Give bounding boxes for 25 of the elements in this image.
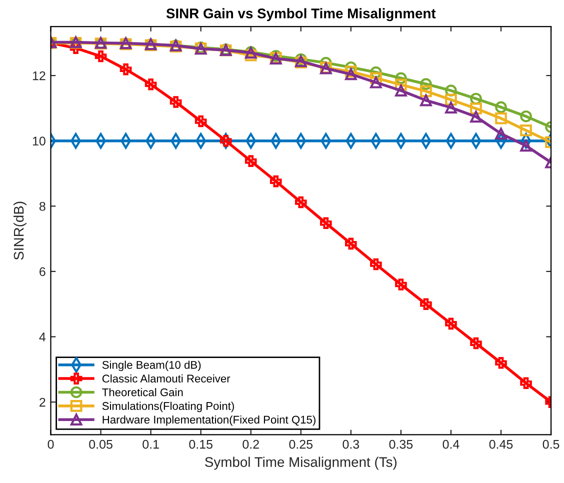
y-tick-label: 4 — [39, 332, 46, 342]
x-tick-label: 0 — [48, 440, 54, 449]
legend-label: Classic Alamouti Receiver — [102, 374, 230, 383]
x-axis-title: Symbol Time Misalignment (Ts) — [205, 456, 397, 470]
chart-title: SINR Gain vs Symbol Time Misalignment — [166, 8, 436, 22]
x-tick-label: 0.2 — [242, 440, 259, 449]
legend-label: Simulations(Floating Point) — [102, 402, 234, 412]
y-tick-label: 12 — [32, 71, 46, 80]
x-tick-label: 0.4 — [442, 440, 460, 449]
x-tick-label: 0.25 — [289, 440, 313, 449]
x-tick-label: 0.35 — [389, 440, 413, 449]
legend-label: Theoretical Gain — [102, 388, 183, 396]
x-tick-label: 0.1 — [142, 440, 159, 449]
legend-label: Single Beam(10 dB) — [102, 360, 201, 372]
y-tick-label: 10 — [32, 136, 46, 146]
y-tick-label: 6 — [40, 267, 46, 276]
y-tick-label: 8 — [39, 202, 46, 211]
y-tick-label: 2 — [40, 398, 46, 407]
x-tick-label: 0.05 — [89, 440, 112, 449]
legend-label: Hardware Implementation(Fixed Point Q15) — [102, 415, 316, 426]
x-tick-label: 0.15 — [189, 440, 212, 449]
x-tick-label: 0.45 — [489, 440, 513, 449]
y-axis-title: SINR(dB) — [13, 202, 26, 260]
x-tick-label: 0.3 — [342, 440, 360, 449]
x-tick-label: 0.5 — [542, 440, 560, 449]
